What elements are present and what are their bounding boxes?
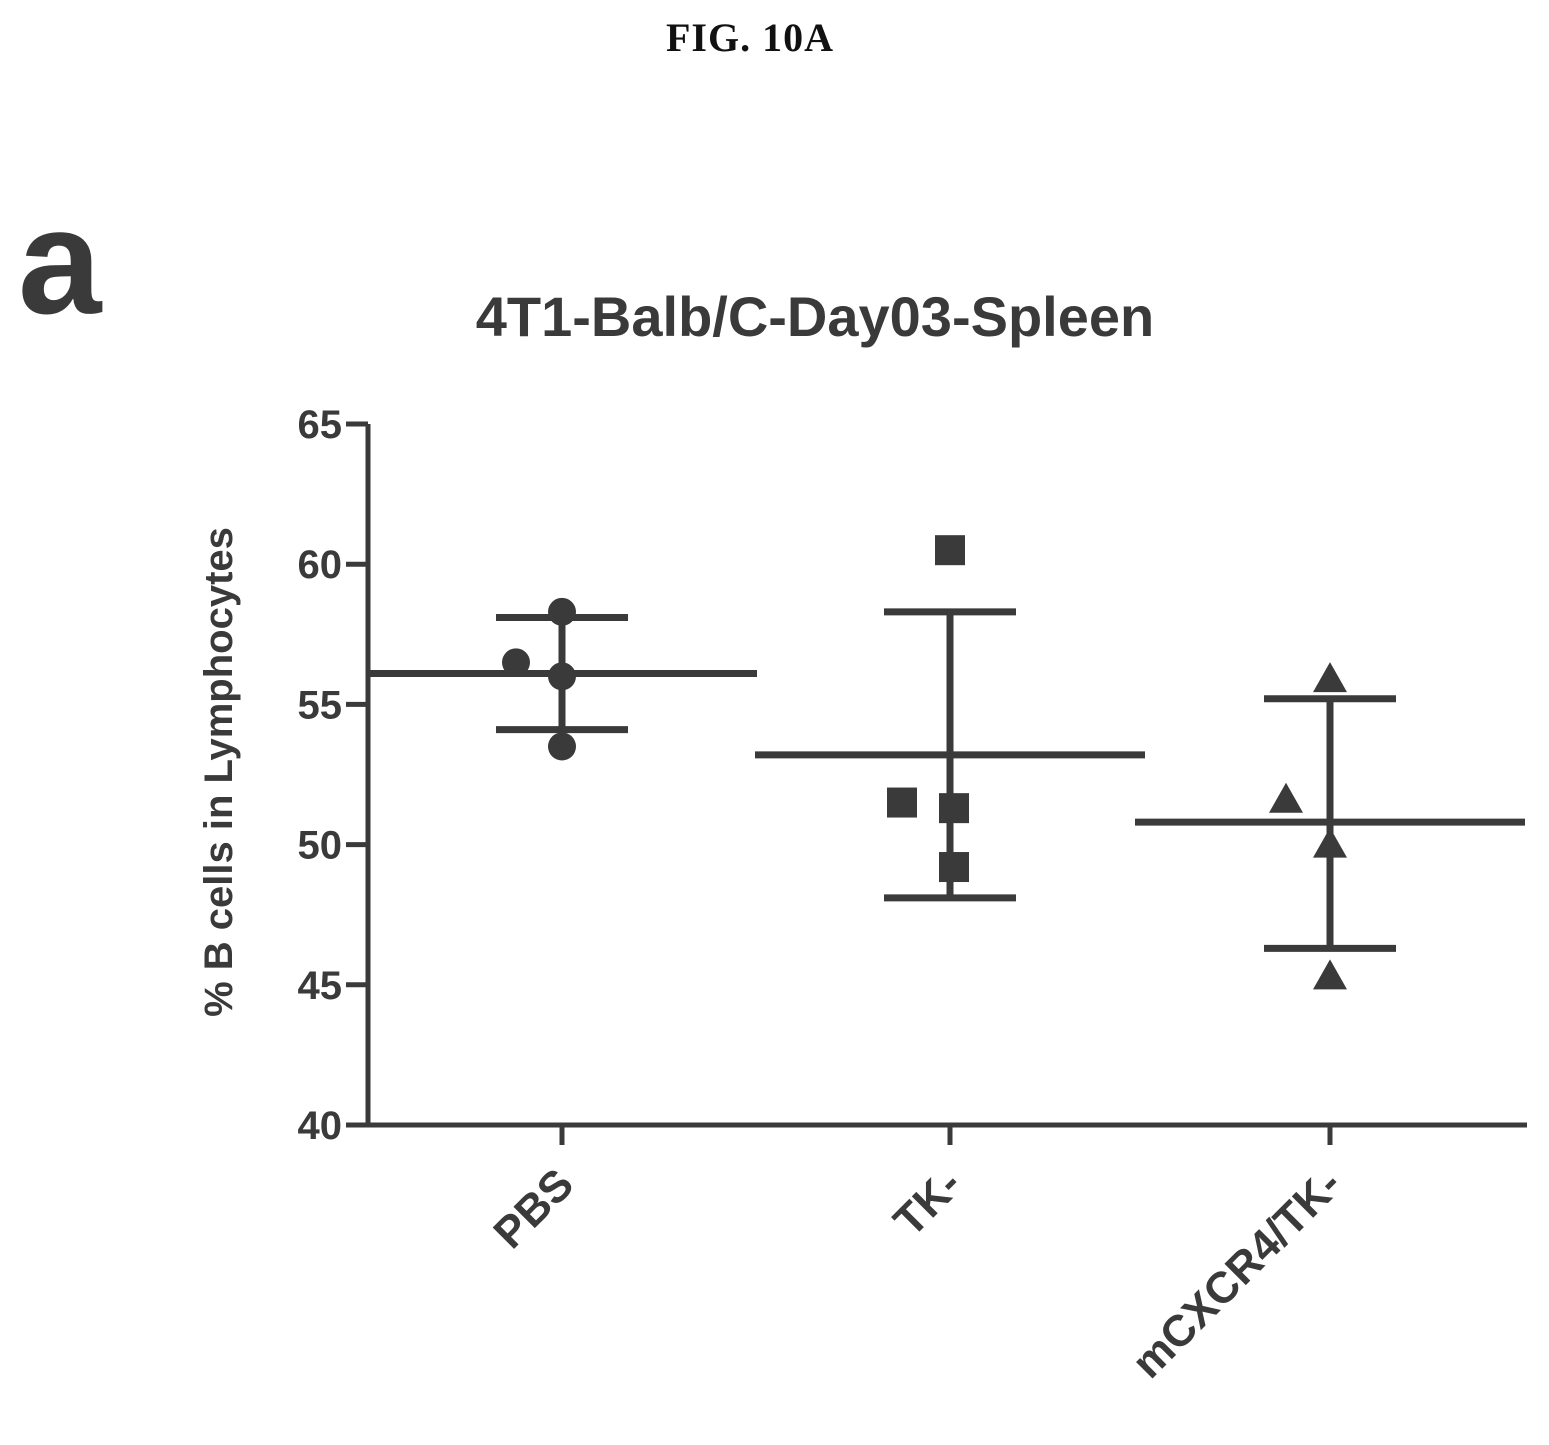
x-tick-label: TK- [885,1159,971,1245]
data-point [1313,662,1347,693]
series-group [367,597,757,761]
y-tick-label: 50 [298,824,343,868]
data-point [502,648,530,677]
data-point [1313,959,1347,990]
y-tick-label: 45 [298,964,343,1008]
x-tick-label: PBS [484,1159,583,1258]
figure-caption: FIG. 10A [666,15,834,60]
y-tick-label: 65 [298,403,343,447]
data-point [939,852,969,883]
data-point [548,597,576,626]
data-point [548,732,576,761]
series-group [1135,662,1525,990]
panel-label: a [18,177,102,345]
chart-title: 4T1-Balb/C-Day03-Spleen [476,285,1154,348]
data-point [548,662,576,691]
data-point [887,787,917,818]
y-tick-label: 40 [298,1104,343,1148]
data-point [939,793,969,824]
y-axis-label: % B cells in Lymphocytes [197,527,241,1017]
data-point [935,535,965,566]
y-tick-label: 60 [298,543,343,587]
data-point [1313,827,1347,858]
y-tick-label: 55 [298,683,343,727]
series-group [755,535,1145,902]
x-tick-label: mCXCR4/TK- [1123,1159,1351,1387]
plot-area [367,535,1525,990]
data-point [1269,782,1303,813]
